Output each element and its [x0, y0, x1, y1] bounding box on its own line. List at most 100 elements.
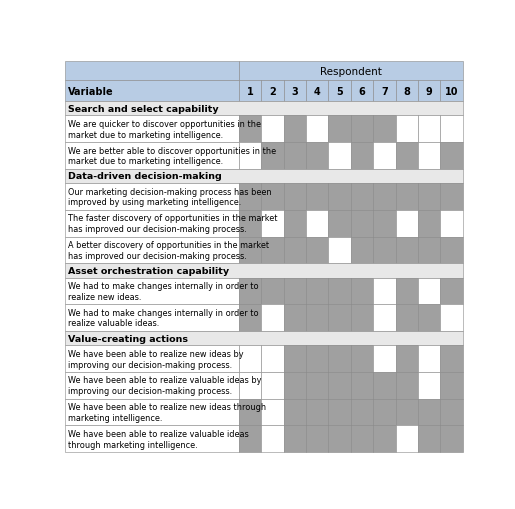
Bar	[239, 372, 261, 399]
Bar	[373, 184, 396, 210]
Bar	[284, 278, 306, 305]
Bar	[396, 143, 418, 169]
Bar	[440, 184, 462, 210]
Bar	[329, 210, 351, 237]
Bar	[284, 426, 306, 452]
Bar	[396, 426, 418, 452]
Bar	[329, 143, 351, 169]
Bar	[373, 237, 396, 264]
Bar	[329, 237, 351, 264]
Bar	[239, 305, 261, 331]
Bar	[261, 116, 284, 143]
Bar	[65, 399, 239, 426]
Bar	[373, 210, 396, 237]
Bar	[239, 184, 261, 210]
Bar	[418, 372, 440, 399]
Text: We had to make changes internally in order to
realize valuable ideas.: We had to make changes internally in ord…	[68, 308, 259, 328]
Bar	[373, 278, 396, 305]
Bar	[440, 426, 462, 452]
Bar	[306, 184, 329, 210]
Text: We are better able to discover opportunities in the
market due to marketing inte: We are better able to discover opportuni…	[68, 146, 276, 166]
Bar	[306, 237, 329, 264]
Text: We have been able to realize valuable ideas by
improving our decision-making pro: We have been able to realize valuable id…	[68, 376, 261, 395]
Text: 7: 7	[381, 87, 388, 96]
Bar	[239, 426, 261, 452]
Text: The faster discovery of opportunities in the market
has improved our decision-ma: The faster discovery of opportunities in…	[68, 214, 278, 234]
Bar	[284, 116, 306, 143]
Bar	[65, 184, 239, 210]
Bar	[418, 305, 440, 331]
Bar	[261, 237, 284, 264]
Text: Our marketing decision-making process has been
improved by using marketing intel: Our marketing decision-making process ha…	[68, 187, 271, 207]
Bar	[239, 81, 261, 102]
Bar	[396, 116, 418, 143]
Text: We have been able to realize new ideas through
marketing intelligence.: We have been able to realize new ideas t…	[68, 403, 266, 422]
Text: We had to make changes internally in order to
realize new ideas.: We had to make changes internally in ord…	[68, 281, 259, 301]
Bar	[373, 305, 396, 331]
Bar	[396, 237, 418, 264]
Bar	[351, 426, 373, 452]
Bar	[65, 81, 239, 102]
Bar	[396, 372, 418, 399]
Bar	[65, 143, 239, 169]
Bar	[440, 346, 462, 372]
Bar	[65, 331, 462, 346]
Bar	[440, 143, 462, 169]
Bar	[306, 210, 329, 237]
Bar	[239, 399, 261, 426]
Bar	[440, 116, 462, 143]
Bar	[65, 372, 239, 399]
Text: Value-creating actions: Value-creating actions	[68, 334, 188, 343]
Bar	[284, 237, 306, 264]
Text: A better discovery of opportunities in the market
has improved our decision-maki: A better discovery of opportunities in t…	[68, 241, 269, 260]
Bar	[418, 237, 440, 264]
Text: 9: 9	[426, 87, 433, 96]
Bar	[306, 399, 329, 426]
Bar	[306, 81, 329, 102]
Bar	[306, 346, 329, 372]
Text: 5: 5	[336, 87, 343, 96]
Bar	[418, 426, 440, 452]
Bar	[261, 346, 284, 372]
Bar	[306, 426, 329, 452]
Bar	[329, 116, 351, 143]
Bar	[329, 346, 351, 372]
Bar	[239, 346, 261, 372]
Bar	[261, 278, 284, 305]
Bar	[351, 278, 373, 305]
Bar	[284, 305, 306, 331]
Bar	[329, 278, 351, 305]
Bar	[306, 372, 329, 399]
Bar	[351, 143, 373, 169]
Bar	[261, 372, 284, 399]
Bar	[306, 143, 329, 169]
Text: 1: 1	[247, 87, 253, 96]
Bar	[239, 116, 261, 143]
Bar	[418, 116, 440, 143]
Text: We have been able to realize new ideas by
improving our decision-making process.: We have been able to realize new ideas b…	[68, 349, 244, 369]
Bar	[65, 426, 239, 452]
Bar	[396, 278, 418, 305]
Bar	[329, 426, 351, 452]
Bar	[418, 399, 440, 426]
Bar	[239, 237, 261, 264]
Bar	[351, 305, 373, 331]
Bar	[418, 346, 440, 372]
Text: 10: 10	[445, 87, 458, 96]
Bar	[373, 346, 396, 372]
Bar	[284, 143, 306, 169]
Bar	[65, 210, 239, 237]
Bar	[65, 278, 239, 305]
Text: 8: 8	[403, 87, 410, 96]
Bar	[440, 399, 462, 426]
Bar	[351, 372, 373, 399]
Bar	[284, 81, 306, 102]
Bar	[373, 81, 396, 102]
Text: 4: 4	[314, 87, 321, 96]
Bar	[396, 184, 418, 210]
Bar	[351, 210, 373, 237]
Text: We have been able to realize valuable ideas
through marketing intelligence.: We have been able to realize valuable id…	[68, 429, 249, 449]
Bar	[65, 116, 239, 143]
Bar	[284, 372, 306, 399]
Bar	[351, 346, 373, 372]
